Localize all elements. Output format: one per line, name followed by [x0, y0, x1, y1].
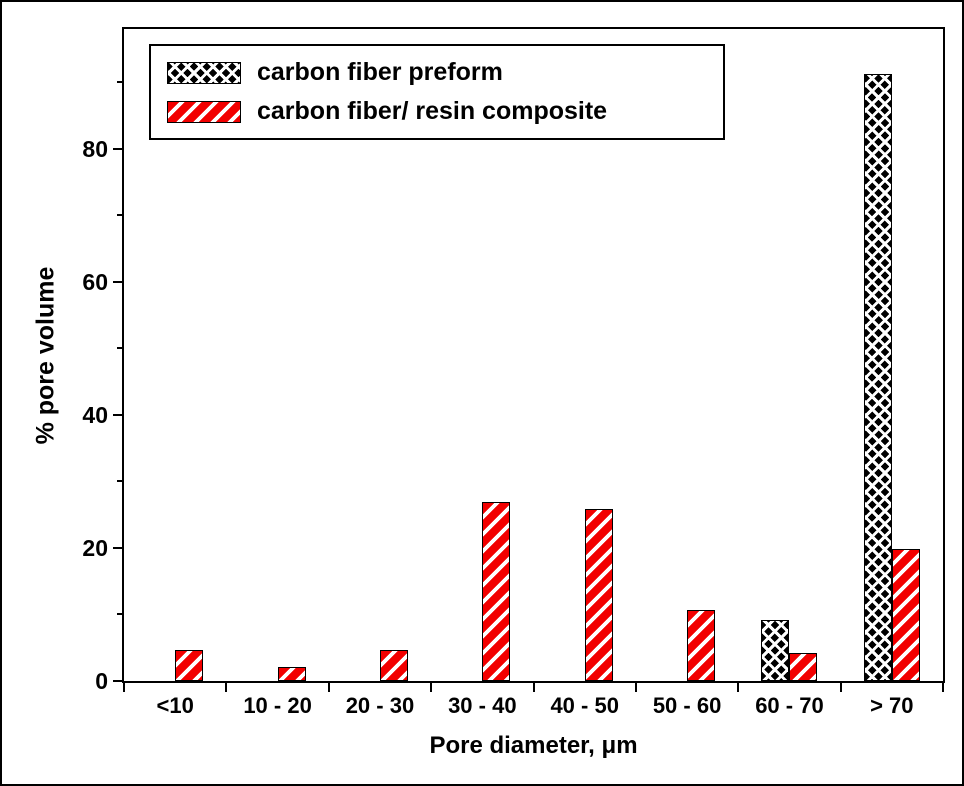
y-major-tick — [113, 413, 122, 416]
y-tick-label: 40 — [82, 401, 108, 428]
bar-carbon-fiber-preform-7 — [863, 73, 892, 681]
x-tick-label: 10 - 20 — [243, 693, 312, 718]
y-tick-label: 60 — [82, 268, 108, 295]
legend-row: carbon fiber preform — [167, 58, 707, 87]
y-tick-label: 20 — [82, 534, 108, 561]
x-tick — [634, 683, 637, 692]
y-tick-label: 80 — [82, 135, 108, 162]
bar-carbon-fiber-resin-composite-2 — [379, 650, 408, 681]
y-tick-label: 0 — [95, 668, 108, 694]
x-tick — [123, 683, 125, 692]
y-major-tick — [113, 280, 122, 283]
x-tick — [737, 683, 740, 692]
x-tick-label: 40 - 50 — [550, 693, 619, 718]
bar-carbon-fiber-resin-composite-7 — [891, 549, 920, 681]
x-tick — [942, 683, 944, 692]
y-minor-tick — [117, 81, 122, 84]
bar-carbon-fiber-resin-composite-3 — [482, 502, 511, 681]
x-tick — [225, 683, 228, 692]
x-tick-label: 60 - 70 — [755, 693, 824, 718]
bar-carbon-fiber-resin-composite-6 — [789, 653, 818, 681]
y-minor-tick — [117, 347, 122, 350]
x-tick-label: <10 — [156, 693, 194, 718]
x-tick — [532, 683, 535, 692]
x-tick — [430, 683, 433, 692]
x-tick-label: 30 - 40 — [448, 693, 517, 718]
x-axis-title: Pore diameter, μm — [429, 732, 638, 759]
legend-swatch — [167, 61, 241, 84]
x-tick-label: 50 - 60 — [652, 693, 722, 718]
y-minor-tick — [117, 613, 122, 616]
y-major-tick — [113, 147, 122, 150]
legend-swatch — [167, 100, 241, 123]
legend-row: carbon fiber/ resin composite — [167, 97, 707, 126]
x-tick — [839, 683, 842, 692]
bar-carbon-fiber-resin-composite-4 — [584, 508, 613, 681]
bar-carbon-fiber-preform-6 — [761, 619, 790, 681]
y-minor-tick — [117, 214, 122, 217]
x-tick-label: 20 - 30 — [345, 693, 415, 718]
y-major-tick — [113, 546, 122, 549]
y-axis-title: % pore volume — [31, 266, 60, 444]
bar-carbon-fiber-resin-composite-0 — [175, 650, 204, 681]
legend-label: carbon fiber preform — [257, 58, 503, 86]
legend: carbon fiber preform carbon fiber/ resin … — [149, 44, 725, 140]
y-major-tick — [113, 680, 122, 682]
x-tick-label: > 70 — [870, 693, 914, 718]
plot-area: carbon fiber preform carbon fiber/ resin … — [82, 27, 945, 718]
y-minor-tick — [117, 480, 122, 483]
y-axis-title-wrap: % pore volume — [24, 27, 68, 683]
x-tick — [327, 683, 330, 692]
legend-label: carbon fiber/ resin composite — [257, 97, 608, 125]
bar-carbon-fiber-resin-composite-5 — [687, 609, 716, 681]
bar-carbon-fiber-resin-composite-1 — [277, 667, 306, 681]
